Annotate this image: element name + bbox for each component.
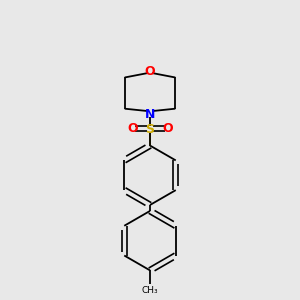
Text: N: N	[145, 107, 155, 121]
Text: O: O	[145, 65, 155, 78]
Text: O: O	[128, 122, 138, 135]
Text: O: O	[162, 122, 172, 135]
Text: CH₃: CH₃	[142, 286, 158, 295]
Text: S: S	[146, 123, 154, 136]
